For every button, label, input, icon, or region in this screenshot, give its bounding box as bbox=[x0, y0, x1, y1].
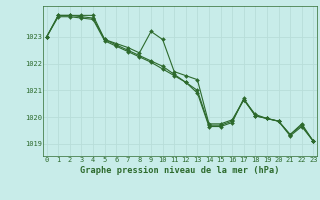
X-axis label: Graphe pression niveau de la mer (hPa): Graphe pression niveau de la mer (hPa) bbox=[80, 166, 280, 175]
